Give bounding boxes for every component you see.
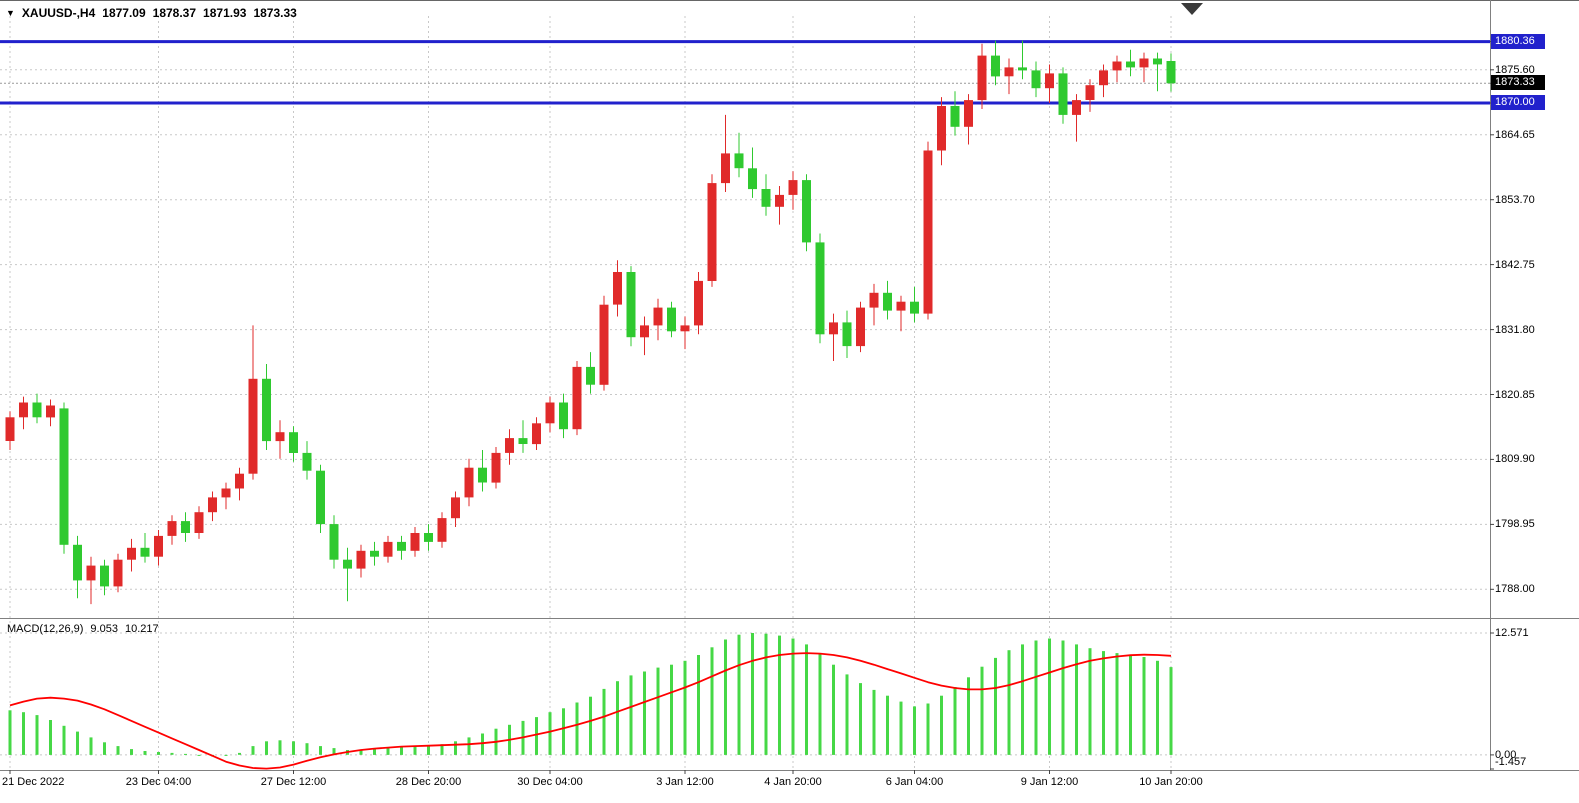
price-axis-label: 1820.85: [1495, 388, 1535, 401]
time-axis-label: 30 Dec 04:00: [517, 776, 583, 788]
time-axis-label: 6 Jan 04:00: [885, 776, 944, 788]
macd-scale-label: -1.457: [1495, 756, 1527, 768]
ohlc-high: 1878.37: [152, 6, 197, 20]
symbol-period-label: XAUUSD-,H4: [21, 6, 96, 20]
macd-signal-line: [9, 652, 1172, 770]
macd-scale-label: 12.571: [1495, 627, 1529, 639]
price-axis-label: 1831.80: [1495, 323, 1535, 336]
macd-indicator-label: MACD(12,26,9) 9.053 10.217: [7, 623, 159, 635]
price-axis[interactable]: [1490, 0, 1579, 770]
price-axis-label: 1864.65: [1495, 128, 1535, 141]
price-axis-label: 1842.75: [1495, 258, 1535, 271]
time-axis-label: 10 Jan 20:00: [1139, 776, 1203, 788]
macd-histogram: [8, 633, 1173, 757]
macd-signal-value: 10.217: [124, 623, 159, 635]
horizontal-gridlines: [0, 69, 1490, 756]
symbol-dropdown-icon[interactable]: ▼: [6, 8, 15, 18]
time-axis-label: 4 Jan 20:00: [764, 776, 822, 788]
time-axis-label: 3 Jan 12:00: [656, 776, 714, 788]
price-axis-label: 1875.60: [1495, 63, 1535, 76]
axis-ticks: [9, 41, 1494, 774]
macd-scale-label: 0.00: [1495, 748, 1517, 761]
time-axis[interactable]: [0, 770, 1490, 803]
macd-main-value: 9.053: [90, 623, 118, 635]
ohlc-open: 1877.09: [102, 6, 146, 20]
price-axis-label: 1809.90: [1495, 453, 1535, 466]
time-axis-label: 9 Jan 12:00: [1020, 776, 1079, 788]
time-axis-label: 27 Dec 12:00: [260, 776, 327, 788]
ohlc-close: 1873.33: [253, 6, 297, 20]
price-axis-label: 1798.95: [1495, 518, 1535, 531]
vertical-gridlines: [9, 16, 1172, 770]
time-axis-label: 28 Dec 20:00: [395, 776, 462, 788]
current-price-label: 1873.33: [1491, 75, 1545, 91]
price-axis-label: 1788.00: [1495, 583, 1535, 596]
hline-price-label: 1880.36: [1491, 33, 1545, 49]
price-axis-label: 1853.70: [1495, 193, 1535, 206]
ohlc-low: 1871.93: [203, 6, 247, 20]
chart-shift-marker-icon[interactable]: [1181, 3, 1203, 15]
time-axis-label: 23 Dec 04:00: [125, 776, 192, 788]
macd-name: MACD(12,26,9): [7, 623, 84, 635]
time-axis-label: 21 Dec 2022: [2, 776, 65, 788]
candles: [5, 40, 1176, 605]
chart-header: ▼ XAUUSD-,H4 1877.09 1878.37 1871.93 187…: [6, 6, 297, 20]
hline-price-label: 1870.00: [1491, 95, 1545, 111]
